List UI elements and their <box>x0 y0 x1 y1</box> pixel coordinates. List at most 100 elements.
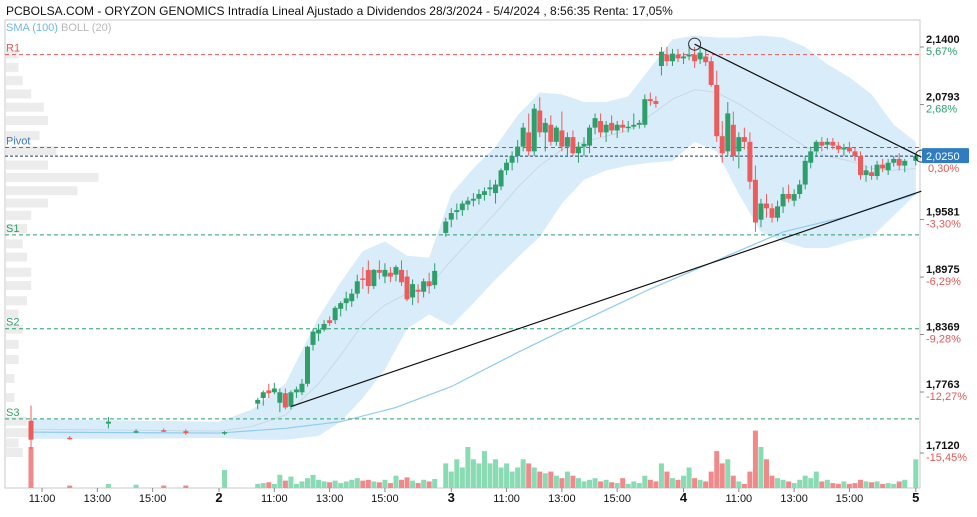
volume-bar <box>786 481 792 488</box>
volume-bar <box>387 483 393 488</box>
volume-bar <box>636 483 642 488</box>
volume-bar <box>310 474 316 488</box>
volume-bar <box>332 480 338 488</box>
legend-sma[interactable]: SMA (100) <box>6 22 58 34</box>
candle-body <box>797 184 803 195</box>
volume-bar <box>752 430 758 488</box>
volume-bar <box>758 447 764 488</box>
volume-bar <box>885 483 891 488</box>
candle-body <box>791 194 797 201</box>
price-tick-pct: -3,30% <box>926 219 961 231</box>
volume-bar <box>603 479 609 488</box>
candle-body <box>222 432 228 434</box>
level-label-s2: S2 <box>6 317 19 329</box>
candle-body <box>686 54 692 57</box>
volume-bar <box>880 483 886 488</box>
candle-body <box>841 147 847 150</box>
price-tick-pct: -15,45% <box>926 452 967 464</box>
volume-bar <box>719 463 725 488</box>
volume-bar <box>404 477 410 488</box>
candle-body <box>183 431 189 434</box>
volume-bar <box>365 479 371 488</box>
candle-body <box>332 307 338 321</box>
price-tick-label: 1,7763 <box>926 379 960 391</box>
candle-body <box>819 141 825 146</box>
volume-bar <box>835 483 841 488</box>
volume-profile-bar <box>6 115 48 125</box>
volume-bar <box>869 482 875 488</box>
volume-bar <box>714 451 720 488</box>
volume-bar <box>824 479 830 488</box>
time-label: 13:00 <box>548 493 576 505</box>
volume-bar <box>349 479 355 488</box>
candle-body <box>824 141 830 145</box>
volume-profile-bar <box>6 89 32 99</box>
candle-body <box>736 137 742 152</box>
volume-bar <box>891 483 897 488</box>
candle-body <box>725 113 731 152</box>
price-tick-pct: 2,68% <box>926 104 957 116</box>
candle-body <box>775 206 781 218</box>
candle-body <box>376 269 382 273</box>
volume-bar <box>598 481 604 488</box>
volume-bar <box>277 474 283 488</box>
volume-bar <box>780 479 786 488</box>
candle-body <box>360 278 366 280</box>
time-label: 11:00 <box>725 493 752 505</box>
volume-bar <box>642 475 648 488</box>
candles <box>28 45 919 450</box>
volume-bar <box>736 481 742 488</box>
candle-body <box>614 124 620 131</box>
volume-bar <box>653 481 659 488</box>
volume-bar <box>846 483 852 488</box>
candle-body <box>830 141 836 146</box>
legend-boll[interactable]: BOLL (20) <box>61 22 112 34</box>
candle-body <box>459 203 465 211</box>
volume-bar <box>222 469 228 488</box>
volume-bar <box>852 483 858 488</box>
volume-bar <box>769 475 775 488</box>
candle-body <box>564 137 570 147</box>
volume-bar <box>448 471 454 488</box>
volume-bar <box>360 480 366 488</box>
price-tick-label: 1,8975 <box>926 264 960 276</box>
candle-body <box>846 147 852 152</box>
volume-bar <box>288 476 294 488</box>
candle-body <box>288 392 294 407</box>
sma-line <box>30 193 916 434</box>
volume-bar <box>183 485 189 488</box>
candle-body <box>609 122 615 131</box>
candle-body <box>343 298 349 304</box>
volume-profile-bar <box>6 210 32 220</box>
volume-bar <box>271 483 277 488</box>
candle-body <box>592 118 598 128</box>
trendline <box>694 43 922 158</box>
volume-bar <box>293 483 299 488</box>
volume-bar <box>382 479 388 488</box>
volume-bar <box>305 478 310 488</box>
time-label: 15:00 <box>371 493 399 505</box>
volume-bar <box>459 467 465 488</box>
candle-body <box>669 53 675 62</box>
candle-body <box>874 164 880 177</box>
candle-body <box>786 194 792 199</box>
time-label: 13:00 <box>780 493 808 505</box>
candle-body <box>293 389 299 393</box>
candle-body <box>476 194 482 199</box>
volume-bar <box>67 485 73 488</box>
candle-body <box>260 392 266 398</box>
time-label: 13:00 <box>316 493 344 505</box>
volume-bar <box>559 478 565 488</box>
volume-bar <box>620 478 626 488</box>
volume-bar <box>393 475 399 488</box>
time-label: 13:00 <box>84 493 112 505</box>
volume-bar <box>476 463 482 488</box>
volume-bar <box>343 481 349 488</box>
volume-bar <box>708 471 714 488</box>
candle-body <box>28 420 34 440</box>
price-tick-pct: -9,28% <box>926 334 961 346</box>
pivot-levels: R1 Pivot S1 S2 S3 <box>5 43 920 420</box>
time-label: 11:00 <box>261 493 288 505</box>
